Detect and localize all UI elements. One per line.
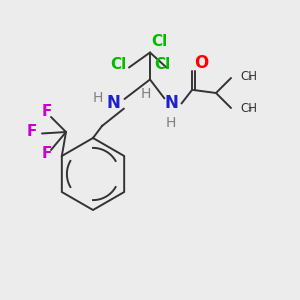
Text: F: F (26, 124, 37, 140)
Text: Cl: Cl (151, 34, 167, 50)
Text: O: O (194, 54, 208, 72)
Text: ₃: ₃ (248, 71, 251, 82)
Text: N: N (164, 94, 178, 112)
Text: CH: CH (240, 101, 257, 115)
Text: ₃: ₃ (248, 103, 251, 113)
Text: H: H (93, 91, 103, 104)
Text: Cl: Cl (155, 57, 171, 72)
Text: H: H (141, 88, 151, 101)
Text: H: H (166, 116, 176, 130)
Text: F: F (41, 103, 52, 118)
Text: Cl: Cl (110, 57, 127, 72)
Text: F: F (41, 146, 52, 160)
Text: N: N (106, 94, 120, 112)
Text: CH: CH (240, 70, 257, 83)
